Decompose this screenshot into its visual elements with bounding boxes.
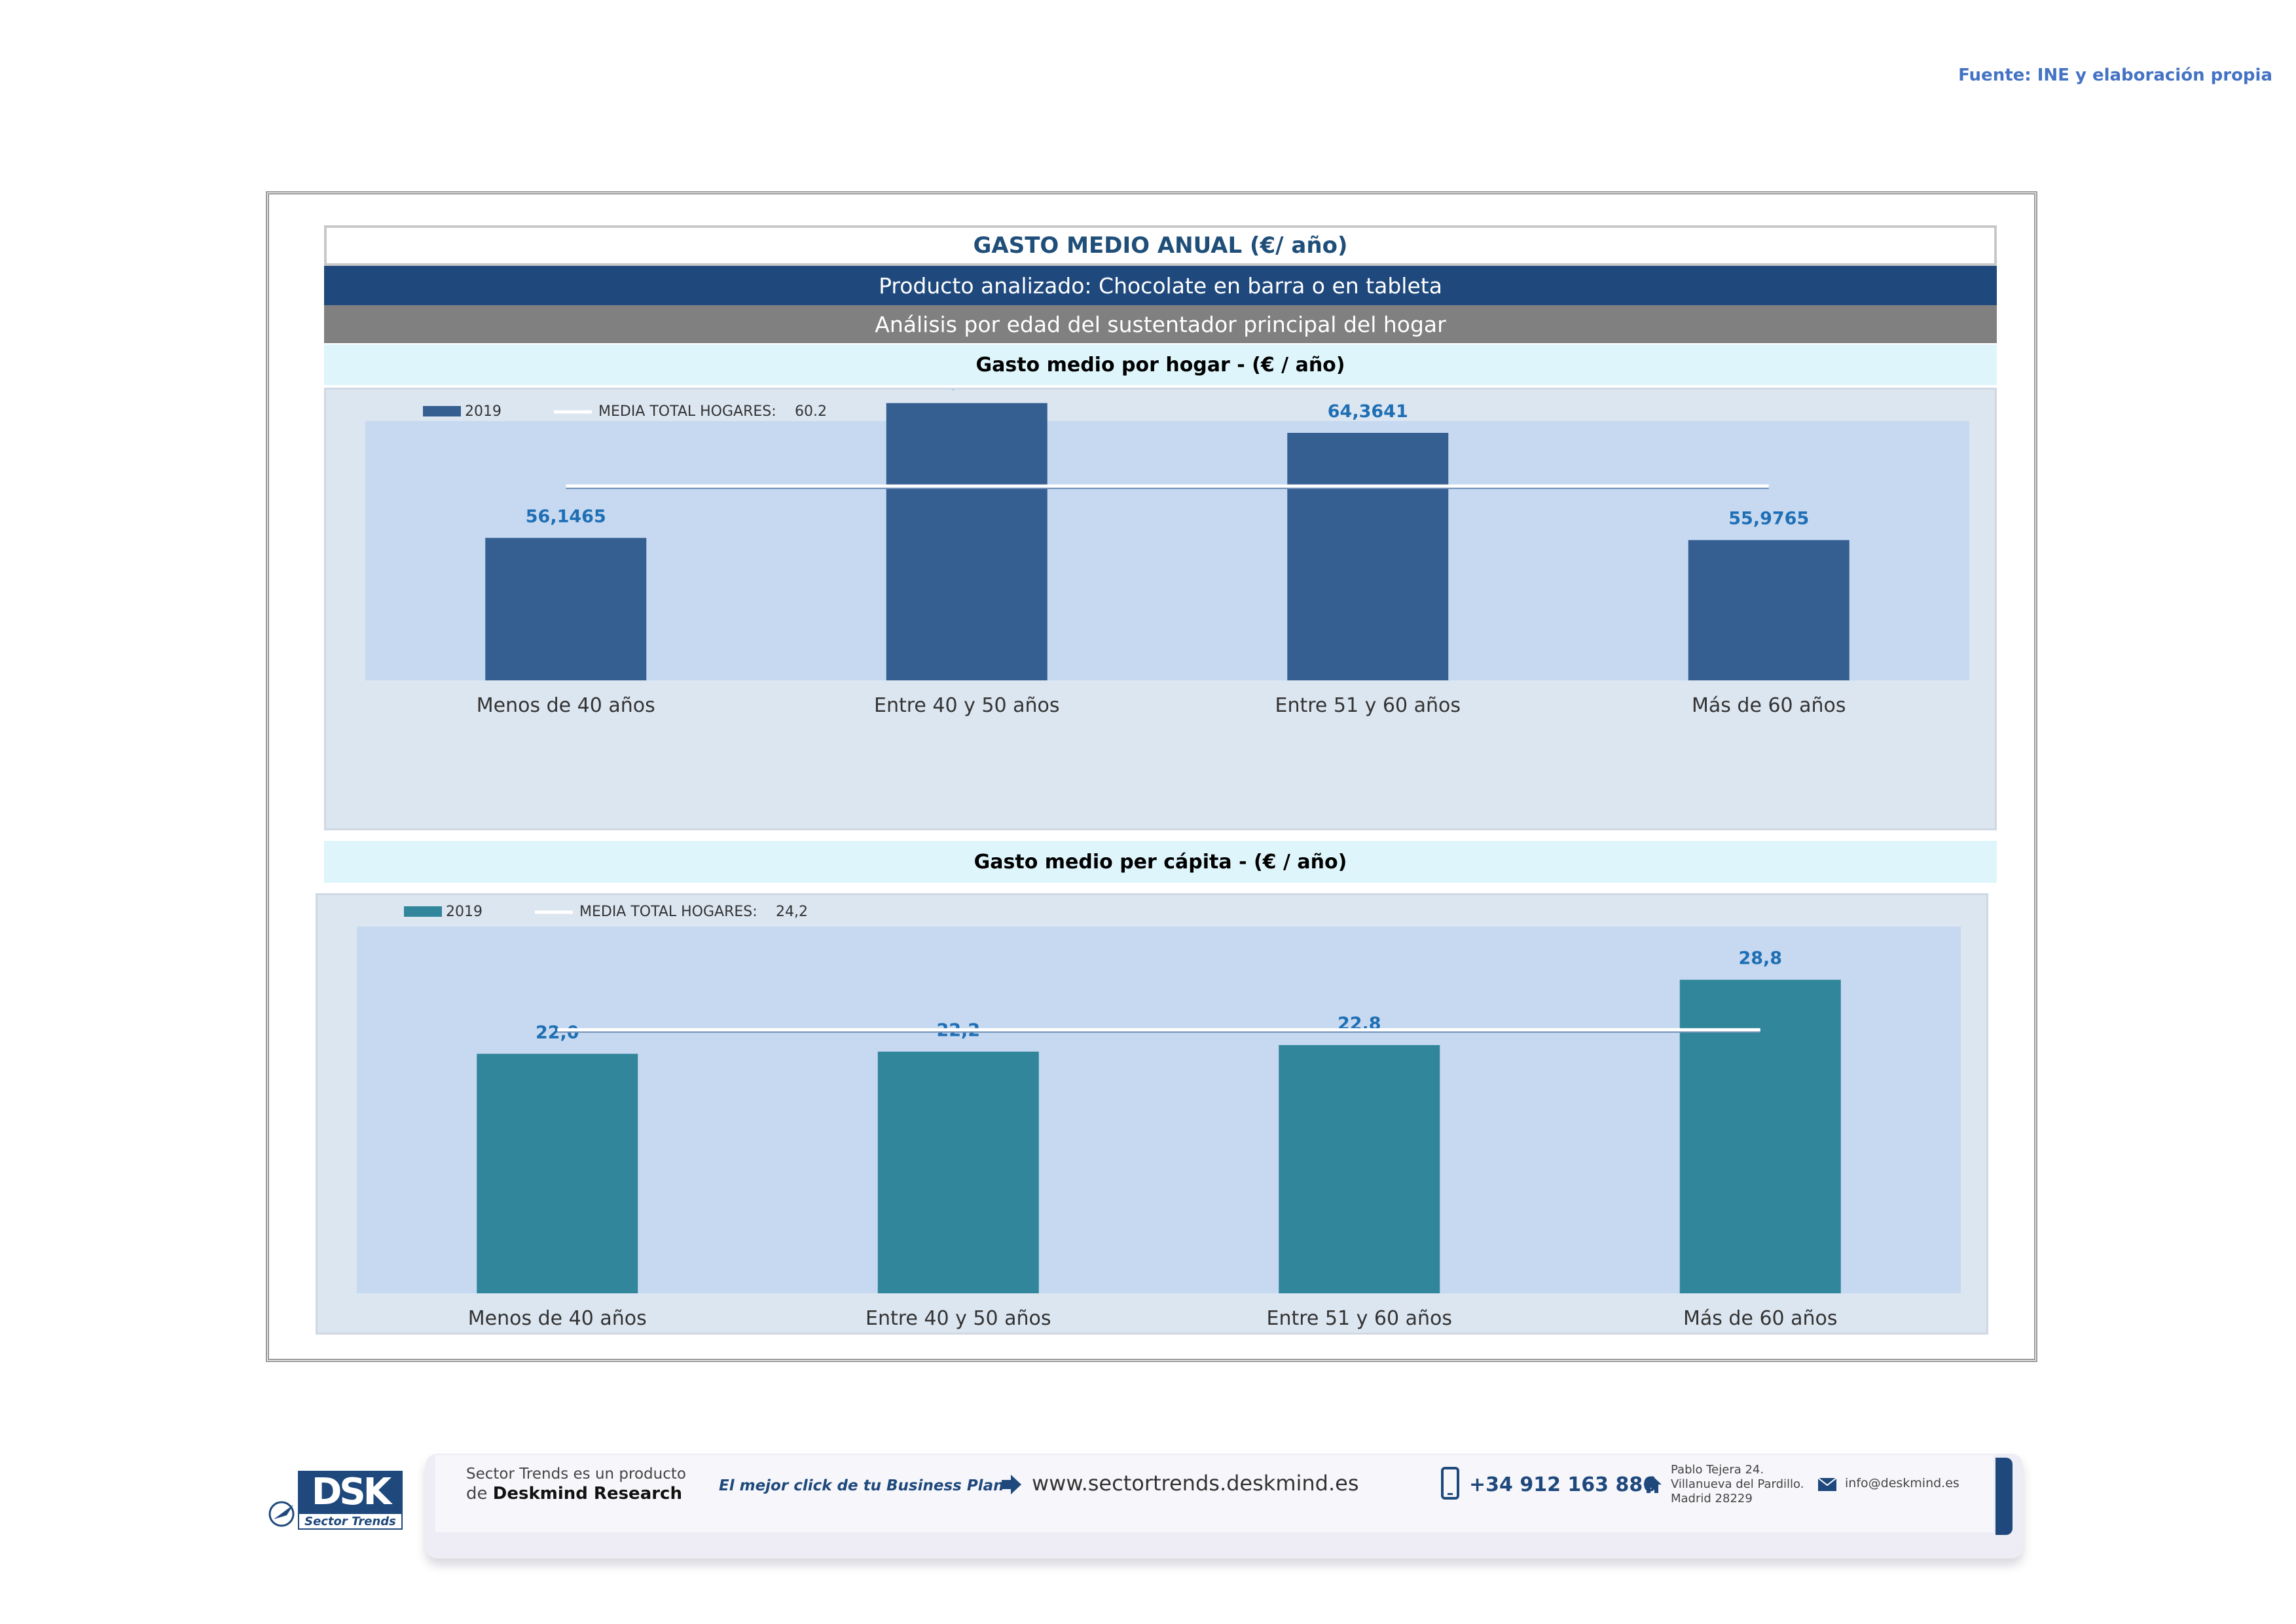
category-label-3: Más de 60 años [1692, 694, 1846, 717]
analysis-banner: Análisis por edad del sustentador princi… [324, 305, 1997, 343]
footer-website[interactable]: www.sectortrends.deskmind.es [1032, 1471, 1359, 1496]
legend-label-series: 2019 [446, 904, 483, 920]
home-icon [1643, 1476, 1662, 1493]
footer-product-line2: de Deskmind Research [466, 1484, 682, 1504]
source-note: Fuente: INE y elaboración propia [1958, 65, 2272, 85]
bar-value-label-1: 66,6925 [926, 390, 1007, 392]
legend-average-value: 24,2 [776, 904, 808, 920]
legend-swatch-series [404, 906, 442, 917]
bar-1 [886, 403, 1048, 680]
bar-0 [477, 1054, 638, 1293]
chart2-title: Gasto medio per cápita - (€ / año) [324, 841, 1997, 883]
phone-icon [1441, 1467, 1459, 1500]
bar-value-label-3: 28,8 [1738, 948, 1782, 969]
category-label-2: Entre 51 y 60 años [1275, 694, 1461, 717]
bar-3 [1679, 980, 1841, 1293]
bar-2 [1279, 1044, 1440, 1293]
category-label-3: Más de 60 años [1683, 1307, 1838, 1330]
bar-value-label-0: 56,1465 [526, 506, 606, 526]
footer-address-line1: Pablo Tejera 24. [1671, 1463, 1764, 1477]
footer-email[interactable]: info@deskmind.es [1845, 1476, 1959, 1490]
legend-swatch-series [423, 406, 461, 416]
report-title: GASTO MEDIO ANUAL (€/ año) [324, 225, 1997, 266]
logo-arrow-icon [268, 1501, 295, 1527]
bar-value-label-3: 55,9765 [1728, 509, 1809, 529]
chart1-svg: 2019 MEDIA TOTAL HOGARES: 60.2 56,1465 Menos… [365, 372, 1969, 717]
category-label-1: Entre 40 y 50 años [866, 1307, 1051, 1330]
chart1-panel: 2019 MEDIA TOTAL HOGARES: 60.2 56,1465 Menos… [324, 372, 1997, 830]
bar-0 [485, 538, 647, 680]
footer-slogan: El mejor click de tu Business Plan [719, 1477, 1004, 1494]
footer-inner [435, 1455, 1994, 1532]
legend-label-average: MEDIA TOTAL HOGARES: [579, 904, 757, 920]
bar-2 [1287, 433, 1449, 680]
legend-average-value: 60.2 [795, 403, 827, 420]
logo-subtitle: Sector Trends [298, 1513, 403, 1530]
footer-product-prefix: de [466, 1484, 488, 1504]
arrow-right-icon [1002, 1475, 1021, 1494]
legend-label-average: MEDIA TOTAL HOGARES: [598, 403, 776, 420]
category-label-0: Menos de 40 años [477, 694, 655, 717]
bar-3 [1688, 540, 1850, 680]
category-label-1: Entre 40 y 50 años [874, 694, 1060, 717]
bar-1 [877, 1051, 1039, 1293]
product-banner: Producto analizado: Chocolate en barra o… [324, 266, 1997, 305]
footer-address-line2: Villanueva del Pardillo. [1671, 1477, 1804, 1491]
chart1-title: Gasto medio por hogar - (€ / año) [324, 344, 1997, 385]
logo: DSK [298, 1471, 403, 1513]
category-label-0: Menos de 40 años [468, 1307, 647, 1330]
footer-stripe [1995, 1458, 2013, 1535]
mail-icon [1817, 1477, 1837, 1491]
footer-phone[interactable]: +34 912 163 886 [1469, 1473, 1657, 1496]
report-frame [266, 191, 2037, 1362]
footer-address: Pablo Tejera 24. Villanueva del Pardillo… [1671, 1463, 1804, 1506]
category-label-2: Entre 51 y 60 años [1267, 1307, 1453, 1330]
bar-value-label-2: 64,3641 [1328, 401, 1408, 422]
legend-label-series: 2019 [465, 403, 501, 420]
footer-product-line1: Sector Trends es un producto [466, 1466, 686, 1483]
footer-brand: Deskmind Research [492, 1484, 682, 1504]
footer-address-line3: Madrid 28229 [1671, 1492, 1753, 1505]
